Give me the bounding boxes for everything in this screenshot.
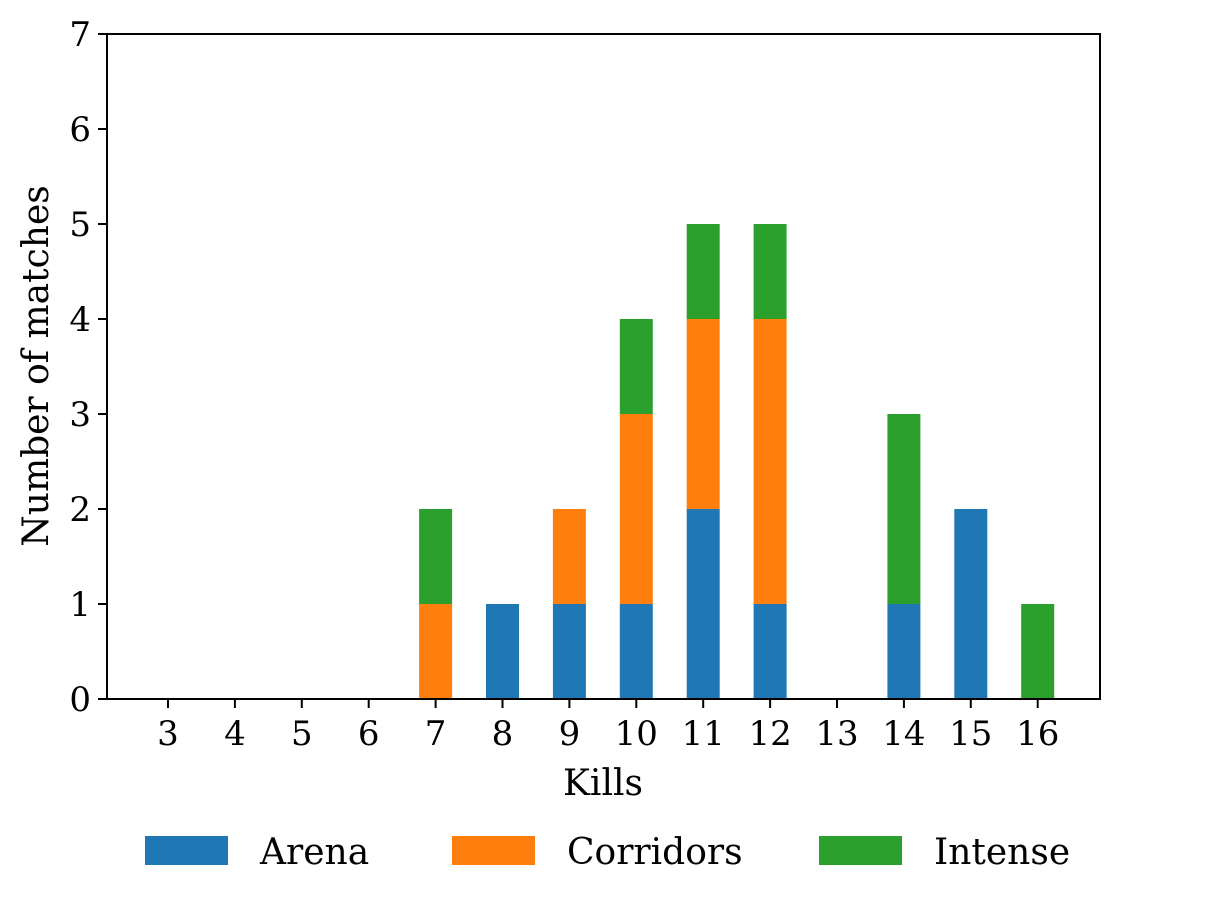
legend-label-corridors: Corridors <box>567 832 743 873</box>
x-tick-label: 12 <box>748 714 791 754</box>
x-tick-label: 16 <box>1016 714 1059 754</box>
bar-intense-12 <box>753 224 787 319</box>
y-tick-label: 5 <box>69 205 91 245</box>
legend-swatch-corridors <box>452 836 535 865</box>
x-tick-label: 6 <box>358 714 380 754</box>
y-tick-label: 2 <box>69 490 91 530</box>
y-tick-label: 0 <box>69 680 91 720</box>
bar-intense-16 <box>1021 604 1055 699</box>
y-tick-label: 3 <box>69 395 91 435</box>
x-tick-label: 10 <box>615 714 658 754</box>
y-axis-label: Number of matches <box>16 185 57 546</box>
plot-frame <box>106 33 1101 700</box>
bar-corridors-12 <box>753 319 787 604</box>
bar-arena-9 <box>552 604 586 699</box>
legend-swatch-intense <box>819 836 902 865</box>
bar-arena-12 <box>753 604 787 699</box>
bar-arena-8 <box>486 604 519 699</box>
bar-arena-10 <box>619 604 653 699</box>
x-tick-label: 14 <box>882 714 925 754</box>
y-tick-label: 4 <box>69 300 91 340</box>
bar-arena-15 <box>954 509 988 699</box>
bar-intense-7 <box>419 509 453 604</box>
x-tick-label: 3 <box>157 714 179 754</box>
y-axis: 0 1 2 3 4 5 6 7 <box>69 15 107 720</box>
bar-corridors-11 <box>686 319 720 509</box>
x-tick-label: 8 <box>492 714 514 754</box>
x-tick-label: 5 <box>291 714 313 754</box>
legend-label-arena: Arena <box>259 832 369 873</box>
x-tick-label: 11 <box>682 714 725 754</box>
y-tick-label: 1 <box>69 585 91 625</box>
bar-arena-14 <box>887 604 921 699</box>
bar-corridors-10 <box>619 414 653 604</box>
bar-intense-11 <box>686 224 720 319</box>
bar-corridors-9 <box>552 509 586 604</box>
x-tick-label: 13 <box>815 714 858 754</box>
x-tick-label: 9 <box>559 714 581 754</box>
bar-arena-11 <box>686 509 720 699</box>
legend: Arena Corridors Intense <box>145 832 1070 873</box>
legend-swatch-arena <box>145 836 228 865</box>
x-tick-label: 7 <box>425 714 447 754</box>
bar-intense-14 <box>887 414 921 604</box>
x-axis-label: Kills <box>563 763 643 804</box>
x-axis: 3 4 5 6 7 8 9 10 11 12 13 14 15 16 <box>157 699 1059 754</box>
bars-layer <box>419 224 1055 699</box>
x-tick-label: 15 <box>949 714 992 754</box>
y-tick-label: 7 <box>69 15 91 55</box>
bar-corridors-7 <box>419 604 453 699</box>
bar-intense-10 <box>619 319 653 414</box>
legend-label-intense: Intense <box>934 832 1070 873</box>
x-tick-label: 4 <box>224 714 246 754</box>
y-tick-label: 6 <box>69 110 91 150</box>
